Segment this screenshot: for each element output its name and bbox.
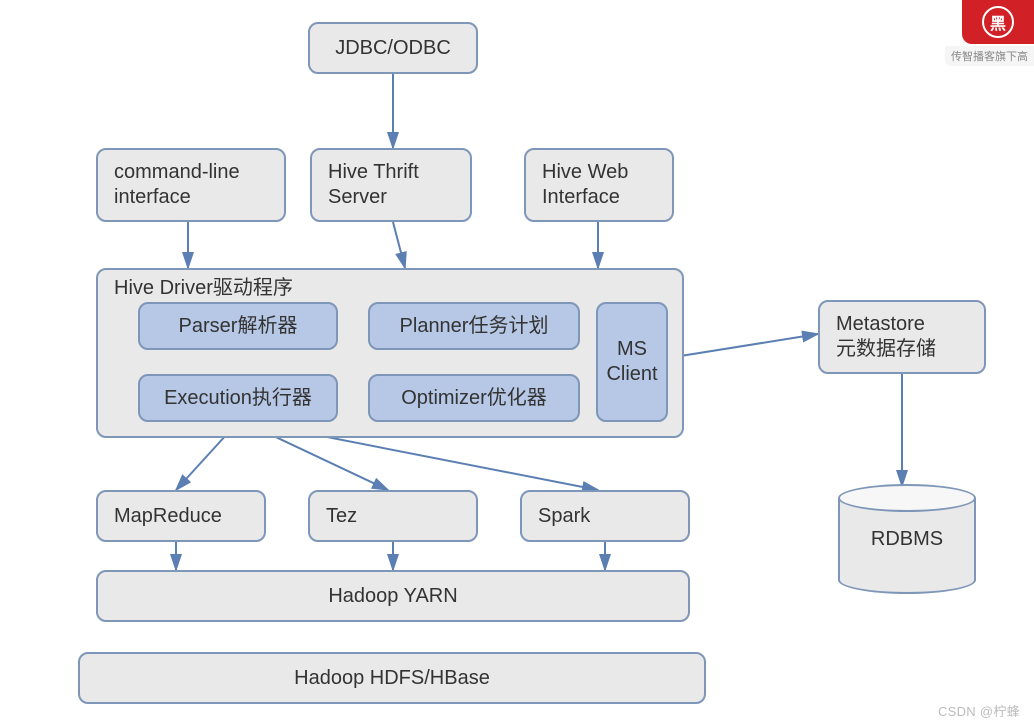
node-tez-label: Tez <box>326 504 357 529</box>
node-metastore: Metastore 元数据存储 <box>818 300 986 374</box>
node-driver_box-label: Hive Driver驱动程序 <box>114 276 293 301</box>
node-rdbms-label: RDBMS <box>871 528 943 551</box>
node-optimizer-label: Optimizer优化器 <box>401 386 547 411</box>
node-jdbc: JDBC/ODBC <box>308 22 478 74</box>
node-cli: command-line interface <box>96 148 286 222</box>
node-mapreduce: MapReduce <box>96 490 266 542</box>
csdn-watermark: CSDN @柠蜂 <box>938 701 1020 720</box>
node-thrift: Hive Thrift Server <box>310 148 472 222</box>
diagram-stage: 黑 传智播客旗下高 CSDN @柠蜂 JDBC/ODBC command-line… <box>0 0 1034 728</box>
node-msclient-label: MS Client <box>606 337 657 387</box>
node-rdbms: RDBMS <box>838 484 976 594</box>
brand-caption: 传智播客旗下高 <box>945 46 1034 66</box>
node-msclient: MS Client <box>596 302 668 422</box>
node-hwi-label: Hive Web Interface <box>542 160 628 210</box>
node-parser: Parser解析器 <box>138 302 338 350</box>
node-jdbc-label: JDBC/ODBC <box>335 36 451 61</box>
node-optimizer: Optimizer优化器 <box>368 374 580 422</box>
edge-thrift-to-driver_box <box>393 222 405 268</box>
node-tez: Tez <box>308 490 478 542</box>
node-yarn: Hadoop YARN <box>96 570 690 622</box>
brand-logo-glyph: 黑 <box>982 6 1014 38</box>
node-thrift-label: Hive Thrift Server <box>328 160 419 210</box>
edge-msclient-to-metastore <box>668 334 818 358</box>
node-planner: Planner任务计划 <box>368 302 580 350</box>
node-cli-label: command-line interface <box>114 160 240 210</box>
node-spark-label: Spark <box>538 504 590 529</box>
node-hdfs-label: Hadoop HDFS/HBase <box>294 666 490 691</box>
node-hdfs: Hadoop HDFS/HBase <box>78 652 706 704</box>
node-execution: Execution执行器 <box>138 374 338 422</box>
node-parser-label: Parser解析器 <box>179 314 298 339</box>
node-hwi: Hive Web Interface <box>524 148 674 222</box>
node-execution-label: Execution执行器 <box>164 386 312 411</box>
node-yarn-label: Hadoop YARN <box>328 584 457 609</box>
node-spark: Spark <box>520 490 690 542</box>
node-planner-label: Planner任务计划 <box>400 314 549 339</box>
node-metastore-label: Metastore 元数据存储 <box>836 312 936 362</box>
brand-logo: 黑 <box>962 0 1034 44</box>
node-mapreduce-label: MapReduce <box>114 504 222 529</box>
